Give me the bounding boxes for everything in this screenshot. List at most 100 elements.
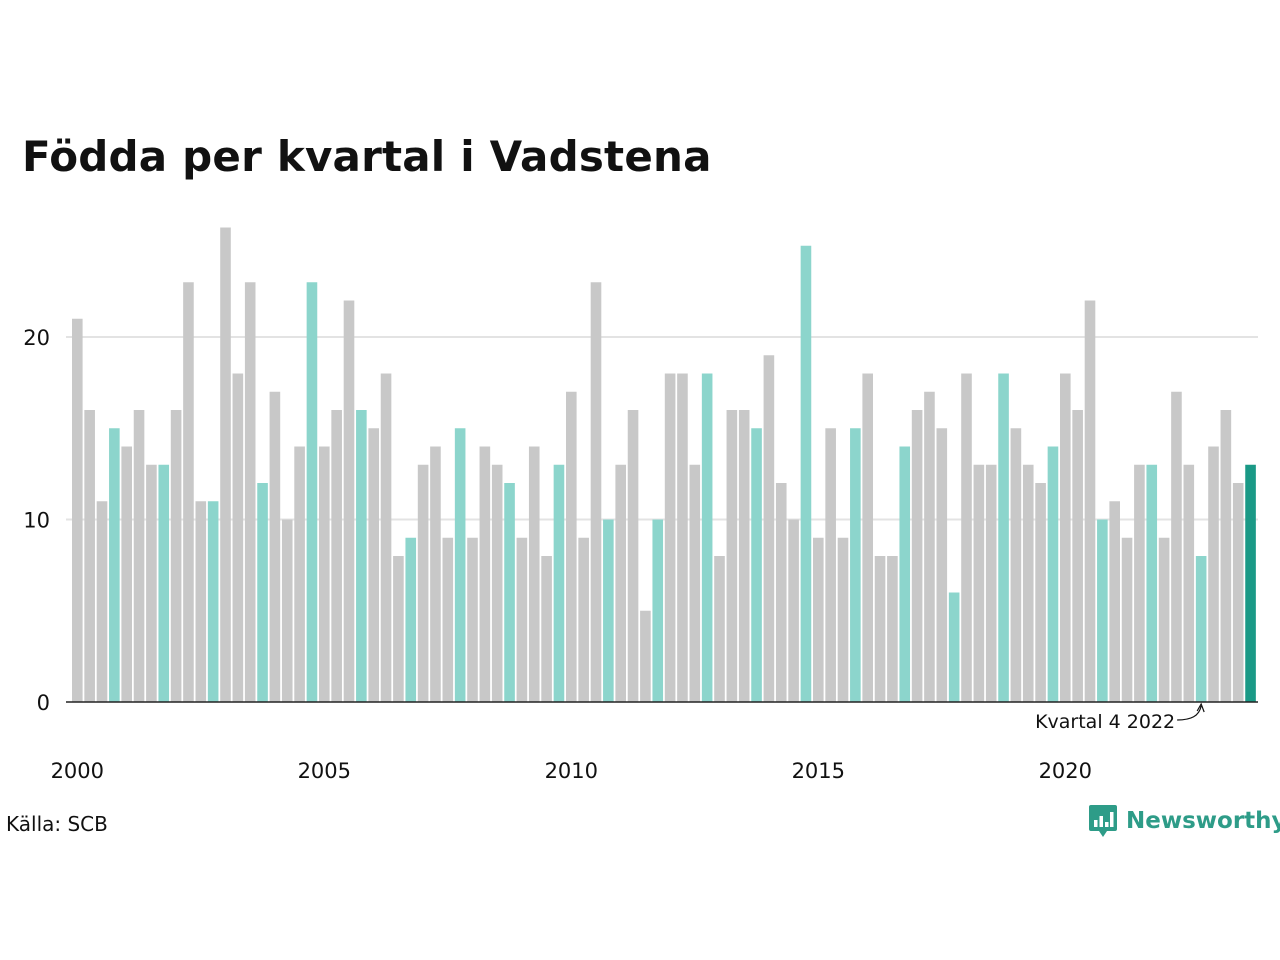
bar — [887, 556, 898, 702]
bar — [96, 501, 108, 702]
bar — [356, 410, 367, 702]
annotation-label: Kvartal 4 2022 — [1035, 711, 1175, 733]
bar — [553, 464, 565, 702]
bar — [1232, 483, 1244, 702]
bar — [491, 464, 503, 702]
bar — [158, 464, 170, 702]
bar — [195, 501, 207, 702]
bar — [985, 464, 997, 702]
bar — [627, 410, 639, 702]
bar — [788, 519, 799, 702]
bar — [948, 592, 960, 702]
bar — [220, 227, 231, 702]
brand-name: Newsworthy — [1126, 808, 1280, 834]
bar — [121, 446, 132, 702]
bar — [775, 483, 787, 702]
bar — [701, 373, 713, 702]
bar — [454, 428, 466, 702]
bar — [1035, 483, 1046, 702]
bar — [430, 446, 441, 702]
bar — [479, 446, 491, 702]
bar — [1195, 556, 1207, 702]
bar — [973, 464, 985, 702]
bar — [1146, 464, 1158, 702]
bar — [603, 519, 614, 702]
bar — [72, 318, 83, 702]
bar — [1158, 537, 1170, 702]
bar — [1022, 464, 1034, 702]
bar — [751, 428, 762, 702]
bar — [1121, 537, 1133, 702]
bar — [109, 428, 120, 702]
bar — [528, 446, 540, 702]
bar — [1060, 373, 1071, 702]
bar — [1171, 391, 1182, 702]
x-tick-label: 2000 — [51, 759, 104, 783]
bar — [1010, 428, 1022, 702]
x-tick-label: 2015 — [792, 759, 845, 783]
bar — [590, 282, 602, 702]
bar — [726, 410, 738, 702]
bar — [961, 373, 972, 702]
bar — [714, 556, 725, 702]
bar — [232, 373, 244, 702]
bar — [652, 519, 664, 702]
bar — [84, 410, 95, 702]
bar — [133, 410, 145, 702]
bar — [862, 373, 873, 702]
bar — [689, 464, 701, 702]
bar — [911, 410, 923, 702]
x-tick-label: 2020 — [1039, 759, 1092, 783]
y-tick-label: 10 — [23, 509, 50, 533]
bar — [998, 373, 1009, 702]
bar — [1183, 464, 1195, 702]
bar — [281, 519, 293, 702]
source-note: Källa: SCB — [6, 812, 108, 836]
bar — [874, 556, 886, 702]
bar — [677, 373, 688, 702]
bar — [257, 483, 268, 702]
bar — [343, 300, 355, 702]
brand-logo: Newsworthy — [1088, 804, 1280, 838]
bar — [207, 501, 219, 702]
bar — [837, 537, 849, 702]
bar — [738, 410, 750, 702]
bar — [306, 282, 318, 702]
bar — [1245, 464, 1256, 702]
x-tick-label: 2005 — [298, 759, 351, 783]
bar — [442, 537, 454, 702]
bar — [899, 446, 911, 702]
bar — [825, 428, 836, 702]
bar — [1220, 410, 1232, 702]
bar — [1047, 446, 1059, 702]
bar — [1109, 501, 1120, 702]
annotation-arrowhead — [1196, 702, 1205, 713]
bar — [319, 446, 330, 702]
bar — [294, 446, 305, 702]
bar — [146, 464, 157, 702]
chart-title: Födda per kvartal i Vadstena — [22, 132, 712, 181]
y-tick-label: 0 — [37, 691, 50, 715]
bar — [664, 373, 676, 702]
bar — [936, 428, 948, 702]
bar — [640, 610, 651, 702]
bar — [504, 483, 515, 702]
bar — [566, 391, 577, 702]
bar — [405, 537, 417, 702]
bar — [331, 410, 342, 702]
x-tick-label: 2010 — [545, 759, 598, 783]
bar — [380, 373, 392, 702]
newsworthy-logo-icon — [1089, 805, 1117, 837]
bar — [763, 355, 775, 702]
bar — [393, 556, 404, 702]
bar — [244, 282, 256, 702]
annotation: Kvartal 4 2022 — [1035, 702, 1205, 733]
bar — [516, 537, 528, 702]
bar — [1084, 300, 1096, 702]
bars — [72, 227, 1256, 702]
bar — [578, 537, 589, 702]
bar — [850, 428, 861, 702]
bar — [170, 410, 182, 702]
bar — [467, 537, 478, 702]
